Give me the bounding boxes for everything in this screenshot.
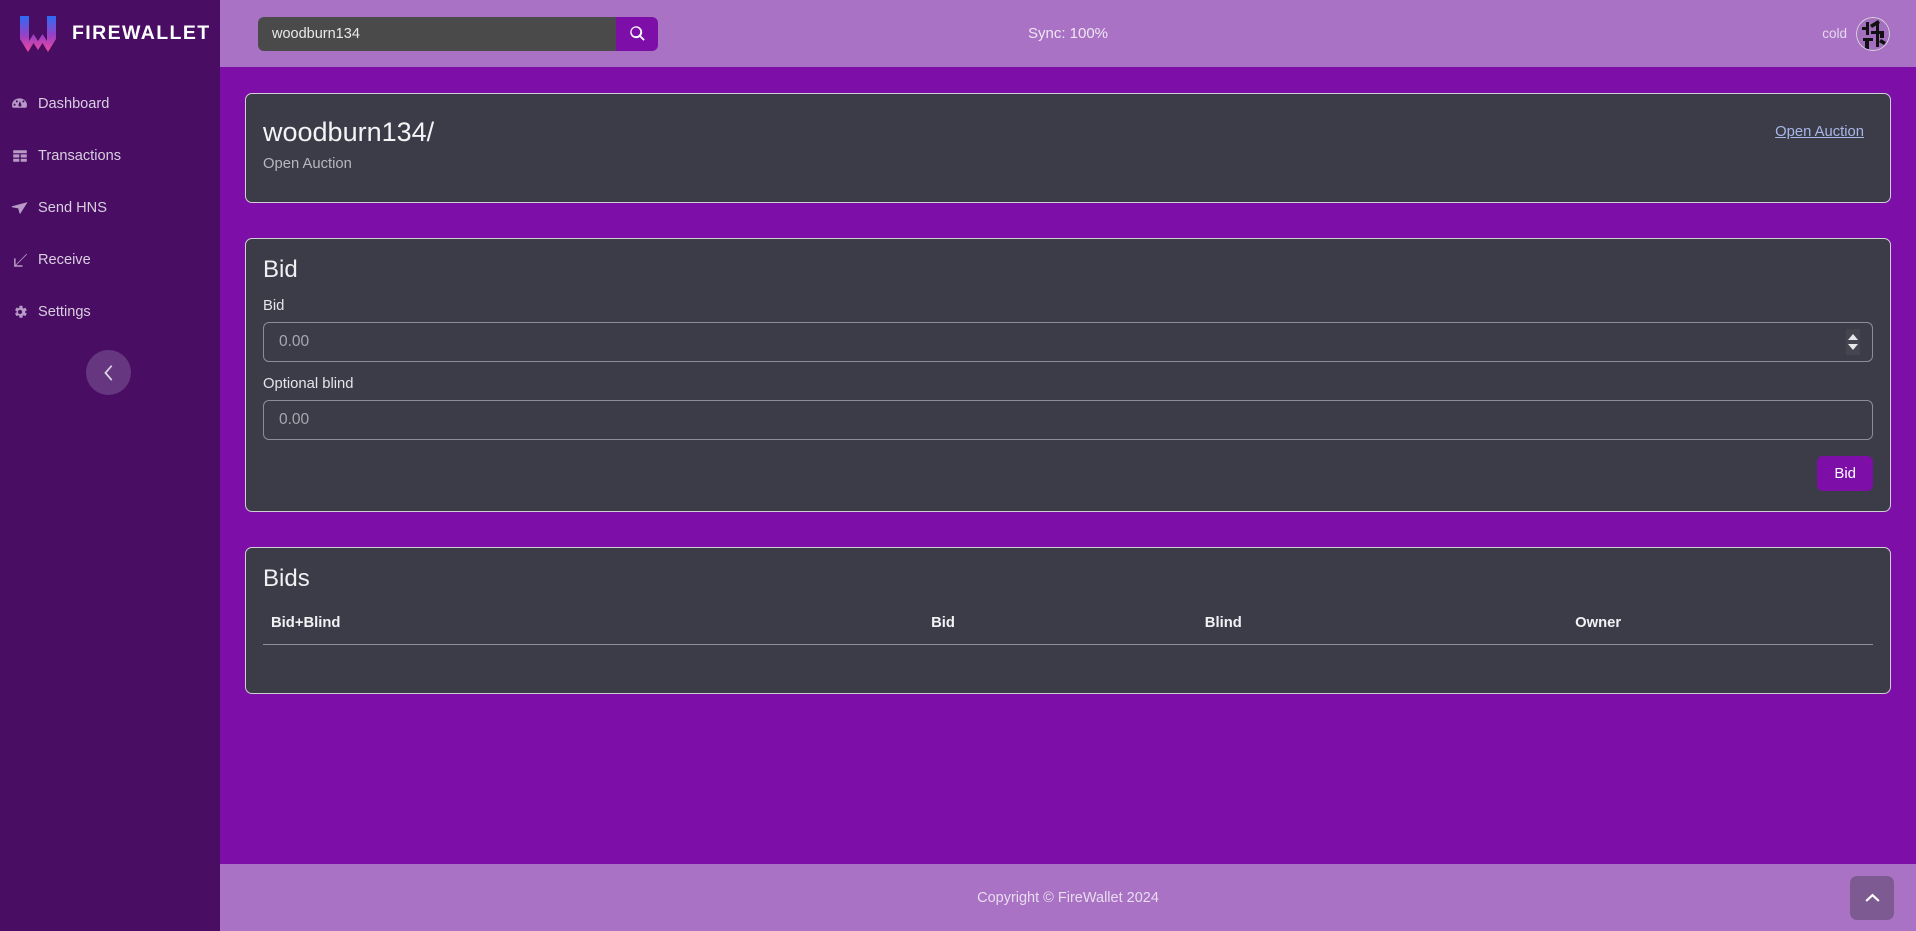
column-header-blind[interactable]: Blind [1196,607,1568,645]
account-label: cold [1822,26,1847,41]
bid-input[interactable] [263,322,1873,362]
search-icon [629,25,646,42]
sidebar-nav: Dashboard Transactions Send HNS Receive [0,89,220,327]
sidebar-item-send-hns[interactable]: Send HNS [0,193,220,223]
bid-field-label: Bid [263,298,285,314]
brand[interactable]: FIREWALLET [0,0,220,67]
firewallet-w-logo-icon [18,15,58,53]
column-header-bid[interactable]: Bid [923,607,1197,645]
submit-bid-button[interactable]: Bid [1817,456,1873,491]
account-menu[interactable]: cold [1822,16,1890,51]
sidebar-item-settings[interactable]: Settings [0,297,220,327]
arrow-down-left-icon [11,252,28,269]
sidebar-item-label: Settings [38,304,91,320]
name-header-text: woodburn134/ Open Auction [263,116,434,172]
bids-table-head: Bid+Blind Bid Blind Owner [263,607,1873,645]
column-header-owner[interactable]: Owner [1567,607,1873,645]
bids-card: Bids Bid+Blind Bid Blind Owner [245,547,1891,694]
brand-name: FIREWALLET [72,22,211,44]
spinner-down-icon[interactable] [1848,344,1858,350]
sidebar: FIREWALLET Dashboard Transactions Send H [0,0,220,931]
search-input[interactable] [258,16,616,51]
search-box [258,16,658,51]
bid-number-stepper[interactable] [1846,329,1860,355]
sidebar-item-label: Send HNS [38,200,107,216]
sidebar-item-label: Dashboard [38,96,110,112]
chevron-left-icon [103,364,114,381]
bid-card: Bid Bid Optional blind Bid [245,238,1891,512]
bid-actions: Bid [263,456,1873,491]
bid-field-wrap [263,322,1873,362]
auction-state-label: Open Auction [263,155,352,172]
table-grid-icon [11,148,28,165]
bids-card-title: Bids [263,565,310,592]
search-button[interactable] [616,16,658,51]
sidebar-item-label: Transactions [38,148,122,164]
scroll-to-top-button[interactable] [1850,876,1894,920]
paper-plane-icon [11,200,28,217]
tachometer-icon [11,96,28,113]
bid-card-title: Bid [263,256,298,283]
footer: Copyright © FireWallet 2024 [220,864,1916,931]
bids-table-empty-row [263,645,1873,671]
bids-table: Bid+Blind Bid Blind Owner [263,607,1873,671]
bids-table-header-row: Bid+Blind Bid Blind Owner [263,607,1873,645]
sidebar-collapse-button[interactable] [86,350,131,395]
sidebar-item-label: Receive [38,252,91,268]
identicon-avatar-icon [1856,16,1890,51]
topbar: Sync: 100% cold [220,0,1916,67]
sidebar-item-receive[interactable]: Receive [0,245,220,275]
blind-field-wrap [263,400,1873,440]
page-title: woodburn134/ [263,117,435,147]
spinner-up-icon[interactable] [1848,334,1858,340]
sidebar-item-transactions[interactable]: Transactions [0,141,220,171]
column-header-bid-blind[interactable]: Bid+Blind [263,607,924,645]
name-header-card: woodburn134/ Open Auction Open Auction [245,93,1891,203]
open-auction-link[interactable]: Open Auction [1775,124,1864,140]
blind-input[interactable] [263,400,1873,440]
bids-table-body [263,645,1873,671]
sidebar-item-dashboard[interactable]: Dashboard [0,89,220,119]
blind-field-label: Optional blind [263,376,354,392]
gear-icon [11,304,28,321]
main-column: Sync: 100% cold [220,0,1916,931]
content-area: woodburn134/ Open Auction Open Auction B… [220,67,1916,864]
copyright-text: Copyright © FireWallet 2024 [977,889,1159,906]
chevron-up-icon [1864,893,1880,903]
